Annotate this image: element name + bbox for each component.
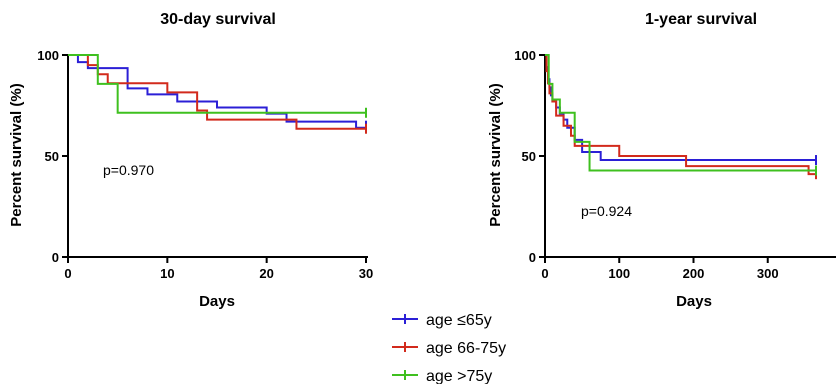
x-tick-label-30-day-2: 20 (259, 266, 273, 281)
legend: age ≤65y age 66-75y age >75y (392, 312, 506, 384)
panel-1-year: 1-year survival Percent survival (%) Day… (487, 11, 836, 310)
legend-label-age-gt75: age >75y (426, 368, 492, 384)
x-tick-label-1-year-0: 0 (541, 266, 548, 281)
x-axis-label-30-day: Days (199, 293, 235, 310)
x-tick-label-1-year-1: 100 (608, 266, 630, 281)
chart-title-30-day: 30-day survival (160, 11, 276, 28)
legend-item-age-66-75: age 66-75y (392, 340, 506, 357)
x-tick-label-1-year-3: 300 (757, 266, 779, 281)
y-tick-label-1-year-2: 100 (514, 48, 536, 63)
x-tick-label-30-day-0: 0 (64, 266, 71, 281)
panel-30-day: 30-day survival Percent survival (%) Day… (8, 11, 373, 310)
p-value-1-year: p=0.924 (581, 203, 632, 219)
ticks-1-year: 0 100 200 300 0 50 100 (514, 48, 778, 281)
p-value-30-day: p=0.970 (103, 162, 154, 178)
survival-curve-30-day-2 (68, 54, 366, 114)
survival-curve-30-day-0 (68, 54, 367, 129)
series-group-30-day (68, 54, 367, 134)
survival-curve-1-year-0 (545, 54, 816, 162)
x-tick-label-1-year-2: 200 (683, 266, 705, 281)
x-axis-label-1-year: Days (676, 293, 712, 310)
y-tick-label-30-day-2: 100 (37, 48, 59, 63)
x-tick-label-30-day-3: 30 (359, 266, 373, 281)
x-tick-label-30-day-1: 10 (160, 266, 174, 281)
legend-item-age-le65: age ≤65y (392, 312, 492, 329)
y-tick-label-30-day-0: 0 (52, 250, 59, 265)
y-tick-label-1-year-0: 0 (529, 250, 536, 265)
y-tick-label-1-year-1: 50 (522, 149, 536, 164)
legend-label-age-66-75: age 66-75y (426, 340, 506, 357)
survival-curve-1-year-2 (545, 54, 816, 172)
y-axis-label-30-day: Percent survival (%) (8, 83, 25, 226)
y-axis-label-1-year: Percent survival (%) (487, 83, 504, 226)
ticks-30-day: 0 10 20 30 0 50 100 (37, 48, 373, 281)
legend-item-age-gt75: age >75y (392, 368, 492, 384)
legend-label-age-le65: age ≤65y (426, 312, 492, 329)
chart-title-1-year: 1-year survival (645, 11, 757, 28)
survival-curve-1-year-1 (545, 54, 816, 176)
survival-curve-30-day-1 (68, 54, 366, 130)
series-group-1-year (545, 54, 817, 180)
y-tick-label-30-day-1: 50 (45, 149, 59, 164)
